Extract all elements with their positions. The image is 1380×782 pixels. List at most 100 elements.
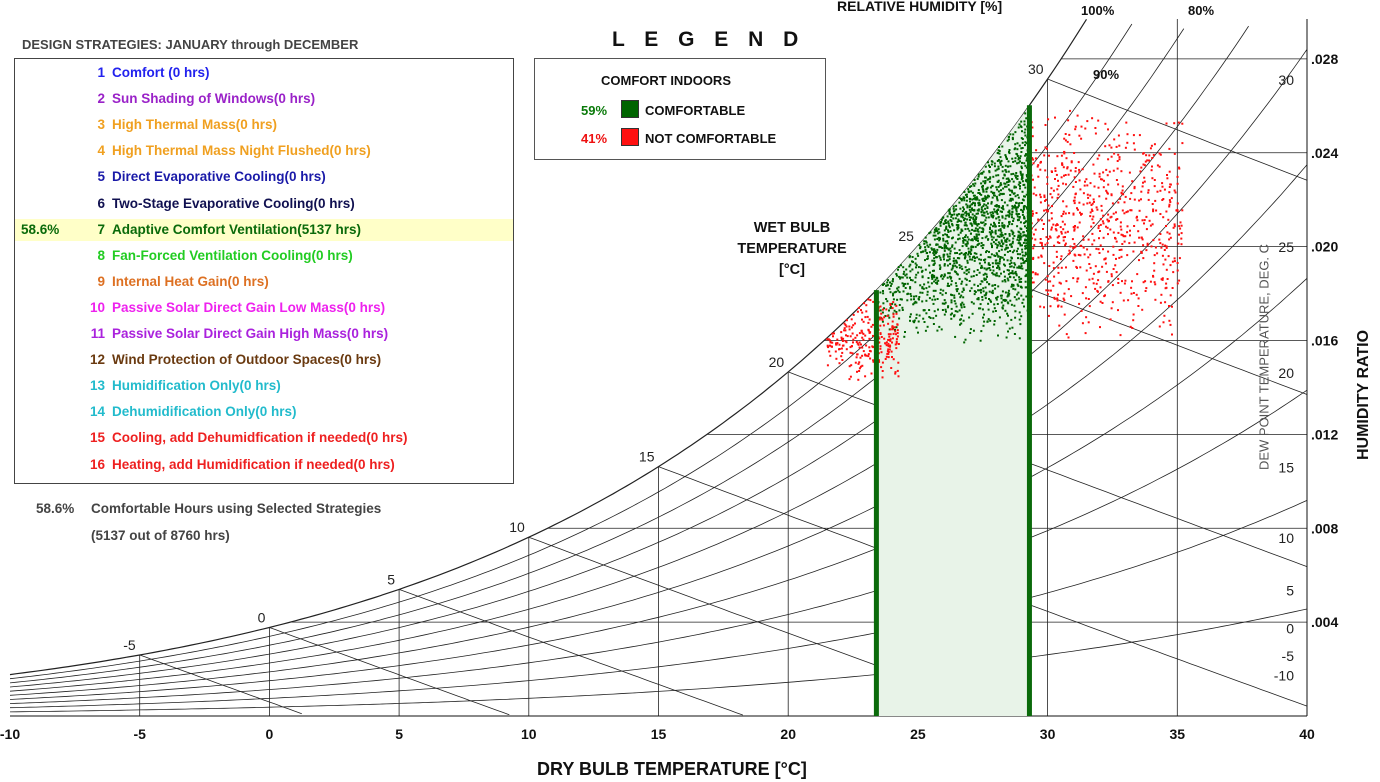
data-point <box>901 309 904 311</box>
data-point <box>1098 154 1101 157</box>
data-point <box>943 229 946 232</box>
strategy-item-9[interactable]: 9 Internal Heat Gain(0 hrs) <box>15 271 513 293</box>
data-point <box>991 289 994 292</box>
data-point <box>1074 245 1077 248</box>
data-point <box>974 227 977 230</box>
strategy-item-14[interactable]: 14 Dehumidification Only(0 hrs) <box>15 401 513 423</box>
data-point <box>1015 212 1018 215</box>
data-point <box>1161 243 1164 246</box>
data-point <box>1056 196 1059 199</box>
data-point <box>1016 238 1019 241</box>
data-point <box>1123 282 1126 285</box>
data-point <box>1110 307 1113 310</box>
data-point <box>926 258 929 260</box>
data-point <box>1145 215 1148 218</box>
data-point <box>959 323 961 326</box>
data-point <box>976 197 979 200</box>
strategy-item-15[interactable]: 15 Cooling, add Dehumidfication if needed… <box>15 427 513 449</box>
rh-curve-20 <box>9 500 1308 709</box>
data-point <box>958 257 961 260</box>
data-point <box>1013 304 1016 307</box>
data-point <box>1138 134 1141 137</box>
data-point <box>1047 280 1049 283</box>
data-point <box>909 276 911 279</box>
data-point <box>1074 125 1077 128</box>
data-point <box>1008 199 1011 202</box>
strategy-item-16[interactable]: 16 Heating, add Humidification if needed(… <box>15 454 513 476</box>
data-point <box>970 239 973 242</box>
data-point <box>997 174 1000 177</box>
data-point <box>1011 138 1014 141</box>
data-point <box>960 314 963 317</box>
data-point <box>982 184 984 187</box>
strategy-item-1[interactable]: 1 Comfort (0 hrs) <box>15 62 513 84</box>
data-point <box>1008 221 1010 224</box>
legend-heading: COMFORT INDOORS <box>601 73 731 88</box>
data-point <box>1080 309 1083 312</box>
data-point <box>1049 289 1052 292</box>
strategy-item-6[interactable]: 6 Two-Stage Evaporative Cooling(0 hrs) <box>15 193 513 215</box>
strategy-item-7[interactable]: 58.6% 7 Adaptive Comfort Ventilation(5137 … <box>15 218 513 241</box>
data-point <box>860 329 863 332</box>
data-point <box>1140 198 1142 201</box>
data-point <box>965 212 968 215</box>
data-point <box>1092 282 1095 285</box>
strategy-item-8[interactable]: 8 Fan-Forced Ventilation Cooling(0 hrs) <box>15 245 513 267</box>
data-point <box>1165 122 1168 125</box>
data-point <box>1017 183 1020 186</box>
strategy-item-2[interactable]: 2 Sun Shading of Windows(0 hrs) <box>15 88 513 110</box>
data-point <box>1159 301 1162 304</box>
data-point <box>997 165 1000 168</box>
data-point <box>1004 233 1007 236</box>
data-point <box>1168 205 1171 208</box>
data-point <box>897 268 899 271</box>
data-point <box>1100 204 1103 207</box>
data-point <box>1118 256 1121 259</box>
summary-line-2: (5137 out of 8760 hrs) <box>91 528 230 543</box>
data-point <box>911 256 914 258</box>
data-point <box>992 225 994 228</box>
data-point <box>1009 165 1012 168</box>
data-point <box>1048 265 1051 267</box>
data-point <box>982 273 985 276</box>
strategy-item-12[interactable]: 12 Wind Protection of Outdoor Spaces(0 hr… <box>15 349 513 371</box>
data-point <box>1005 322 1008 325</box>
data-point <box>917 271 920 274</box>
strategy-item-13[interactable]: 13 Humidification Only(0 hrs) <box>15 375 513 397</box>
data-point <box>840 355 843 358</box>
data-point <box>974 222 977 225</box>
data-point <box>1083 253 1086 256</box>
data-point <box>1014 174 1017 177</box>
data-point <box>1046 176 1049 179</box>
data-point <box>881 319 884 321</box>
data-point <box>1073 176 1076 179</box>
data-point <box>975 252 978 255</box>
data-point <box>1015 208 1018 210</box>
strategy-item-11[interactable]: 11 Passive Solar Direct Gain High Mass(0 … <box>15 323 513 345</box>
data-point <box>886 281 889 284</box>
data-point <box>864 354 867 357</box>
data-point <box>1073 253 1076 256</box>
data-point <box>898 304 901 306</box>
data-point <box>986 207 989 209</box>
data-point <box>896 332 899 334</box>
strategy-item-4[interactable]: 4 High Thermal Mass Night Flushed(0 hrs) <box>15 140 513 162</box>
data-point <box>1016 225 1019 228</box>
data-point <box>1116 167 1119 170</box>
strategy-item-3[interactable]: 3 High Thermal Mass(0 hrs) <box>15 114 513 136</box>
strategy-item-5[interactable]: 5 Direct Evaporative Cooling(0 hrs) <box>15 166 513 188</box>
data-point <box>856 370 858 373</box>
data-point <box>1087 298 1090 300</box>
data-point <box>927 277 930 279</box>
data-point <box>990 190 993 193</box>
data-point <box>981 237 984 240</box>
data-point <box>890 350 893 353</box>
data-point <box>991 284 994 287</box>
strategy-item-10[interactable]: 10 Passive Solar Direct Gain Low Mass(0 h… <box>15 297 513 319</box>
data-point <box>1000 206 1003 209</box>
data-point <box>1129 234 1131 237</box>
data-point <box>934 289 937 292</box>
data-point <box>1159 233 1162 235</box>
rh-100-label: 100% <box>1081 3 1115 18</box>
